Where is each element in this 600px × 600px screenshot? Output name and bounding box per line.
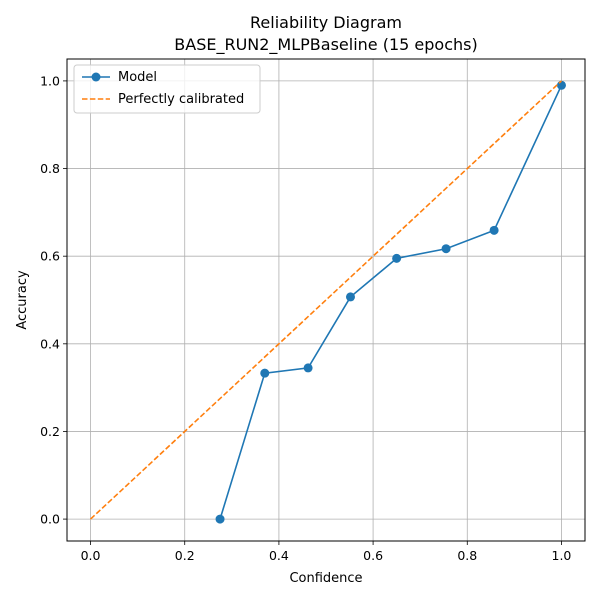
legend-calibrated-label: Perfectly calibrated bbox=[118, 92, 244, 107]
legend-box bbox=[73, 64, 261, 114]
x-tick-label: 0.8 bbox=[457, 548, 477, 563]
calibrated-series-line bbox=[90, 80, 562, 520]
y-tick-label: 0.0 bbox=[40, 512, 60, 527]
x-tick-label: 0.6 bbox=[363, 548, 383, 563]
y-tick-label: 0.2 bbox=[40, 424, 60, 439]
chart-title: Reliability Diagram bbox=[250, 13, 402, 32]
grid bbox=[67, 59, 585, 541]
y-tick-label: 0.4 bbox=[40, 336, 60, 351]
x-tick-label: 0.4 bbox=[269, 548, 289, 563]
model-data-point bbox=[556, 80, 566, 90]
y-tick-label: 1.0 bbox=[40, 73, 60, 88]
model-data-point bbox=[345, 292, 355, 302]
model-data-point bbox=[303, 363, 313, 373]
model-data-point bbox=[392, 253, 402, 263]
model-data-point bbox=[441, 244, 451, 254]
model-data-point bbox=[215, 514, 225, 524]
x-tick-label: 0.2 bbox=[175, 548, 195, 563]
series bbox=[90, 80, 566, 524]
legend: Model Perfectly calibrated bbox=[73, 64, 261, 114]
x-tick-label: 1.0 bbox=[552, 548, 572, 563]
x-tick-label: 0.0 bbox=[81, 548, 101, 563]
y-axis-label: Accuracy bbox=[15, 270, 30, 330]
legend-model-marker bbox=[91, 72, 101, 82]
axis-ticks: 0.0 0.2 0.4 0.6 0.8 1.0 0.0 0.2 0.4 0.6 0.8 1.0 bbox=[40, 73, 571, 563]
legend-model-label: Model bbox=[118, 70, 157, 85]
model-data-point bbox=[489, 225, 499, 235]
model-series-line bbox=[219, 84, 563, 520]
chart-subtitle: BASE_RUN2_MLPBaseline (15 epochs) bbox=[174, 35, 477, 55]
x-axis-label: Confidence bbox=[289, 571, 362, 586]
y-tick-label: 0.6 bbox=[40, 249, 60, 264]
plot-frame bbox=[66, 58, 586, 542]
y-tick-label: 0.8 bbox=[40, 161, 60, 176]
model-data-point bbox=[260, 368, 270, 378]
